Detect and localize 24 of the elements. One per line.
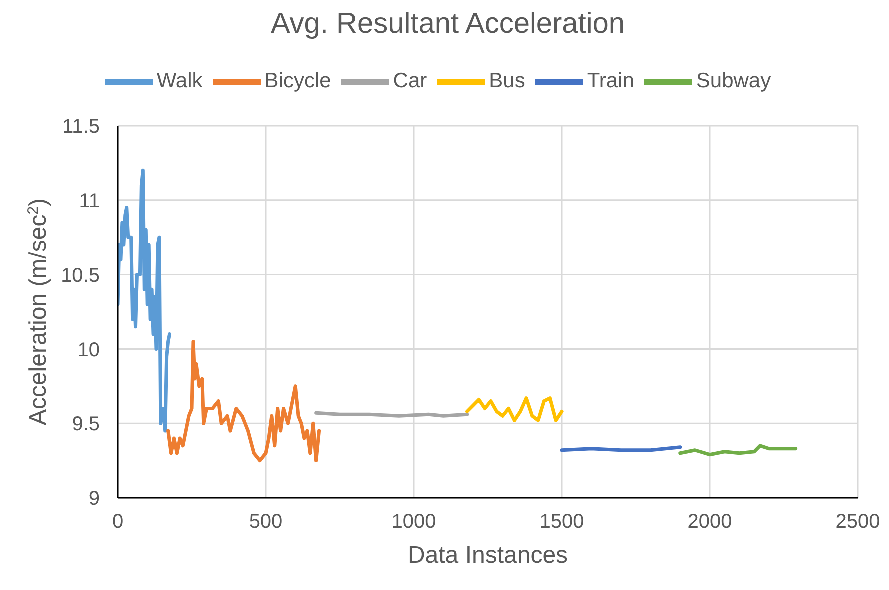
chart-title: Avg. Resultant Acceleration bbox=[270, 8, 626, 42]
y-tick-label: 10.5 bbox=[61, 264, 100, 287]
y-tick-label: 11.5 bbox=[62, 116, 100, 138]
x-tick-label: 0 bbox=[112, 511, 124, 534]
legend-label: Walk bbox=[156, 70, 203, 93]
legend-label: Bicycle bbox=[264, 70, 332, 93]
line-series bbox=[466, 396, 564, 422]
y-tick-label: 9.5 bbox=[72, 414, 100, 436]
y-tick-label: 10 bbox=[78, 339, 100, 362]
x-tick-label: 1500 bbox=[540, 511, 584, 534]
line-series bbox=[678, 444, 798, 457]
x-tick-label: 2000 bbox=[688, 511, 732, 534]
legend-label: Subway bbox=[696, 70, 772, 93]
x-tick-label: 500 bbox=[249, 511, 283, 534]
y-tick-label: 11 bbox=[79, 190, 100, 212]
legend-label: Bus bbox=[489, 70, 526, 93]
legend-label: Car bbox=[393, 70, 428, 93]
y-tick-label: 9 bbox=[88, 488, 100, 510]
x-tick-label: 1000 bbox=[392, 511, 436, 534]
x-tick-label: 2500 bbox=[836, 511, 880, 534]
x-axis-title: Data Instances bbox=[408, 542, 568, 569]
legend-label: Train bbox=[587, 70, 634, 93]
line-series bbox=[118, 168, 172, 433]
line-series bbox=[166, 340, 322, 463]
